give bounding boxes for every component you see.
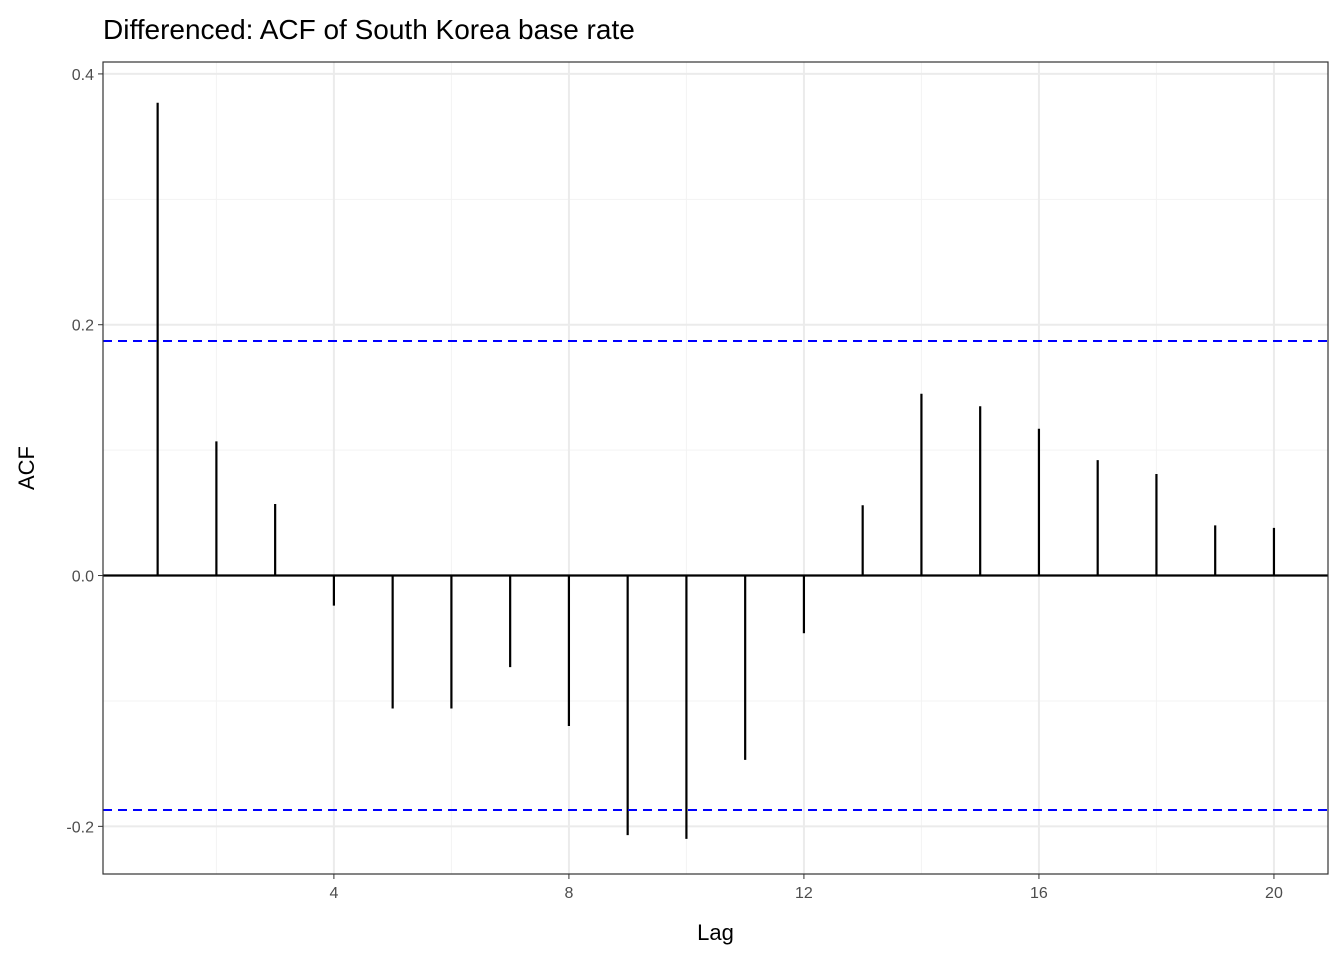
panel-border <box>102 61 1329 875</box>
y-tick-label: -0.2 <box>66 819 94 836</box>
y-tick-label: 0.2 <box>72 318 94 335</box>
x-axis-label: Lag <box>697 920 734 945</box>
chart-title: Differenced: ACF of South Korea base rat… <box>103 14 635 45</box>
x-tick-label: 20 <box>1265 885 1283 902</box>
x-tick-label: 4 <box>329 885 338 902</box>
x-tick-label: 8 <box>564 885 573 902</box>
gridlines <box>103 62 1328 874</box>
x-tick-label: 12 <box>795 885 813 902</box>
axis-ticks: 4 8 12 16 20 0.4 0.2 0.0 -0.2 <box>66 67 1283 902</box>
acf-bars <box>103 102 1328 839</box>
y-axis-label: ACF <box>14 446 39 490</box>
y-tick-label: 0.4 <box>72 67 94 84</box>
x-tick-label: 16 <box>1030 885 1048 902</box>
y-tick-label: 0.0 <box>72 569 94 586</box>
